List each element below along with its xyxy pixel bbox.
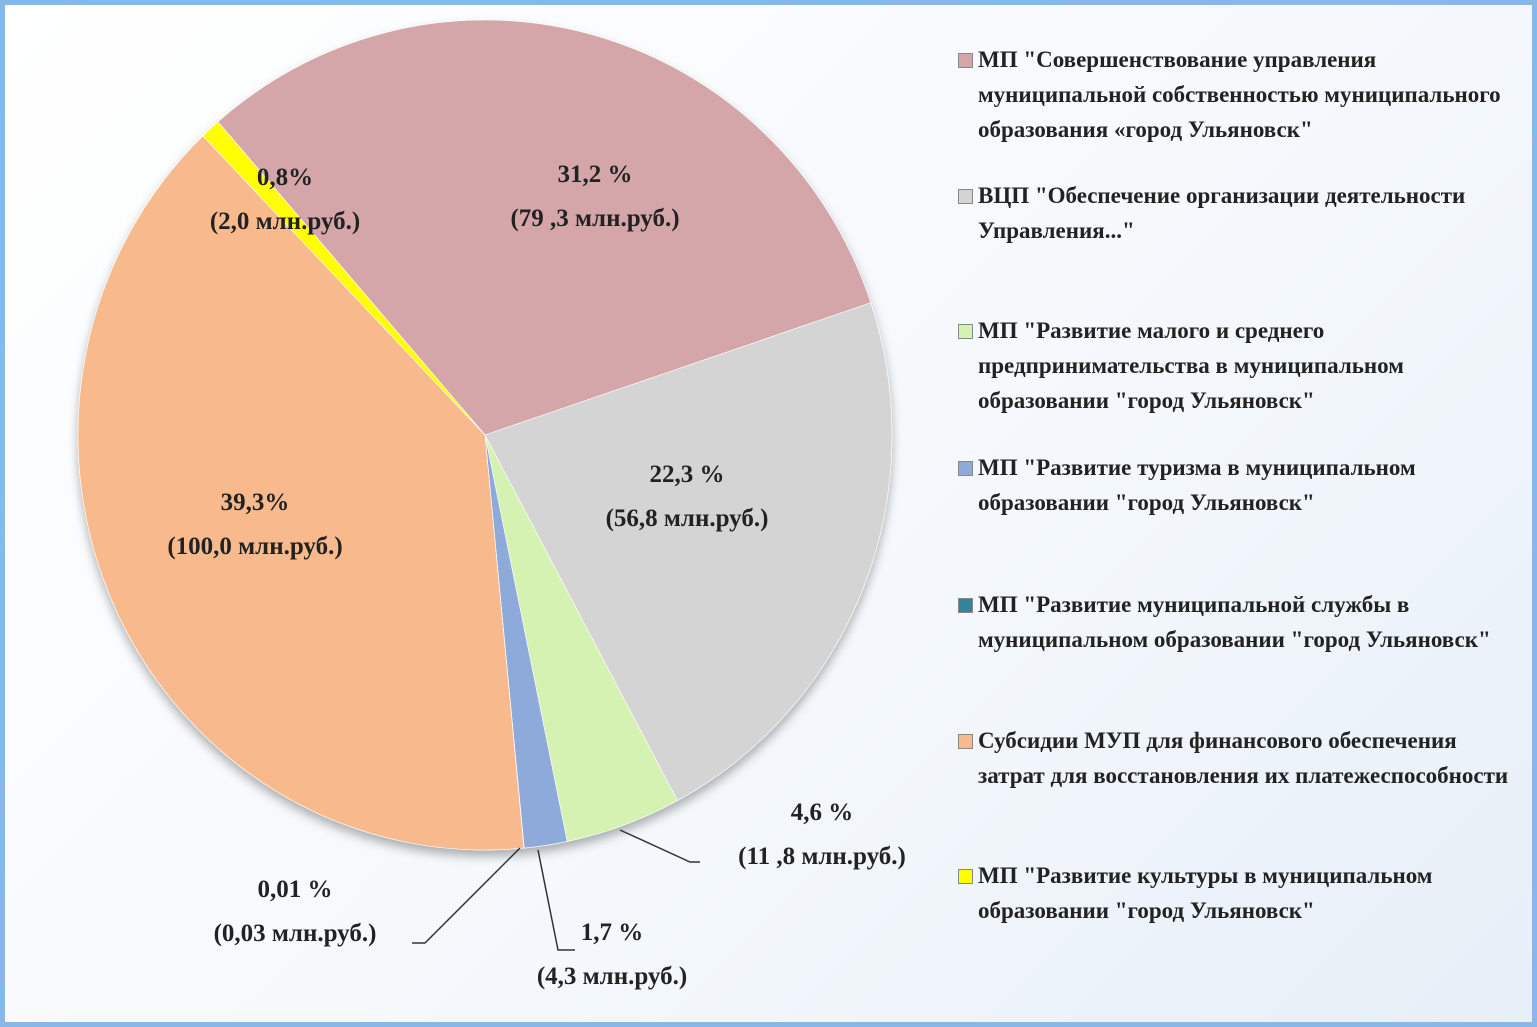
pie-slice bbox=[202, 121, 486, 436]
legend-swatch bbox=[958, 189, 973, 204]
legend-label: МП "Совершенствование управления муницип… bbox=[978, 47, 1501, 142]
data-label: 22,3 % bbox=[650, 461, 725, 488]
legend-item: ВЦП "Обеспечение организации деятельност… bbox=[958, 178, 1528, 248]
legend-label: МП "Развитие туризма в муниципальном обр… bbox=[978, 455, 1416, 515]
legend-label: МП "Развитие культуры в муниципальном об… bbox=[978, 863, 1433, 923]
legend-item: МП "Развитие культуры в муниципальном об… bbox=[958, 858, 1528, 928]
legend-item: Субсидии МУП для финансового обеспечения… bbox=[958, 723, 1528, 793]
legend-label: Субсидии МУП для финансового обеспечения… bbox=[978, 728, 1509, 788]
legend-swatch bbox=[958, 598, 973, 613]
data-label: 0,01 % bbox=[258, 876, 333, 903]
data-label: (56,8 млн.руб.) bbox=[606, 505, 769, 532]
pie-slice bbox=[77, 135, 525, 851]
legend-swatch bbox=[958, 734, 973, 749]
pie-slice bbox=[217, 19, 872, 436]
data-label: (100,0 млн.руб.) bbox=[167, 533, 342, 560]
pie-slice bbox=[484, 302, 893, 802]
legend-swatch bbox=[958, 869, 973, 884]
data-label: 0,8% bbox=[257, 164, 313, 191]
legend-item: МП "Развитие муниципальной службы в муни… bbox=[958, 587, 1528, 657]
data-label: (4,3 млн.руб.) bbox=[537, 963, 687, 990]
legend-item: МП "Совершенствование управления муницип… bbox=[958, 42, 1528, 147]
data-label: 1,7 % bbox=[581, 919, 644, 946]
data-label: (11 ,8 млн.руб.) bbox=[738, 843, 906, 870]
leader-line bbox=[537, 849, 575, 951]
legend-swatch bbox=[958, 461, 973, 476]
data-label: 39,3% bbox=[221, 489, 290, 516]
legend-item: МП "Развитие туризма в муниципальном обр… bbox=[958, 450, 1528, 520]
data-label: (79 ,3 млн.руб.) bbox=[510, 205, 679, 232]
pie bbox=[77, 19, 893, 851]
data-label: 4,6 % bbox=[791, 799, 854, 826]
data-label: 31,2 % bbox=[558, 161, 633, 188]
data-label: (0,03 млн.руб.) bbox=[214, 920, 377, 947]
legend-label: МП "Развитие малого и среднего предприни… bbox=[978, 318, 1404, 413]
legend-item: МП "Развитие малого и среднего предприни… bbox=[958, 313, 1528, 418]
data-label: (2,0 млн.руб.) bbox=[210, 208, 360, 235]
leader-line bbox=[619, 829, 700, 863]
legend-label: МП "Развитие муниципальной службы в муни… bbox=[978, 592, 1491, 652]
legend-label: ВЦП "Обеспечение организации деятельност… bbox=[978, 183, 1466, 243]
legend-swatch bbox=[958, 324, 973, 339]
legend-swatch bbox=[958, 53, 973, 68]
leader-line bbox=[412, 847, 521, 944]
